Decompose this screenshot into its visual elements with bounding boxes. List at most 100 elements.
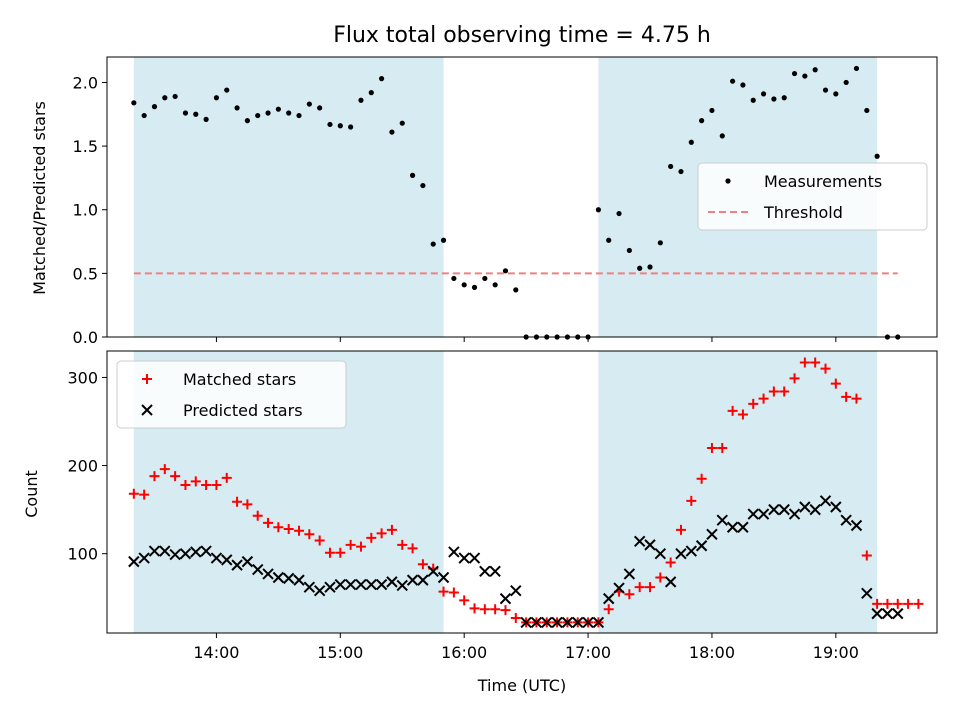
predicted-point	[313, 584, 326, 597]
measurement-point	[306, 101, 312, 107]
measurement-point	[430, 241, 436, 247]
predicted-point	[437, 571, 450, 584]
y-tick-label: 300	[67, 368, 98, 387]
measurement-point	[193, 111, 199, 117]
measurement-point	[781, 95, 787, 101]
x-tick-label: 16:00	[441, 643, 487, 662]
matched-point	[252, 510, 263, 521]
predicted-point	[840, 514, 852, 526]
measurement-point	[182, 110, 189, 116]
predicted-point	[757, 508, 770, 520]
predicted-point	[551, 616, 563, 629]
matched-point	[841, 391, 852, 402]
measurement-point	[626, 247, 632, 254]
measurement-point	[492, 282, 498, 288]
measurement-point	[275, 106, 281, 112]
count-panel: 100 200 300 14:00 15:00 16:00 17:00 18:00 19:00 M…	[67, 350, 938, 662]
predicted-point	[365, 578, 377, 591]
measurement-point	[348, 124, 354, 130]
predicted-point	[221, 554, 233, 566]
predicted-point	[695, 540, 708, 552]
x-axis-label: Time (UTC)	[477, 676, 566, 695]
legend-label: Matched stars	[183, 370, 296, 389]
legend-label: Threshold	[763, 203, 843, 222]
predicted-point	[344, 578, 357, 591]
matched-point	[500, 605, 511, 616]
matched-point	[706, 442, 717, 453]
predicted-point	[179, 547, 192, 560]
matched-point	[128, 488, 139, 499]
measurement-point	[740, 82, 746, 88]
measurement-point	[709, 107, 715, 114]
predicted-point	[788, 508, 801, 520]
matched-point	[490, 604, 501, 615]
measurement-point	[637, 265, 643, 271]
matched-point	[913, 598, 924, 609]
measurement-point	[420, 182, 426, 189]
matched-point	[469, 603, 480, 614]
predicted-point	[582, 616, 594, 629]
predicted-point	[530, 616, 543, 629]
matched-point	[294, 525, 305, 536]
matched-point	[283, 524, 294, 535]
predicted-point	[282, 572, 295, 585]
predicted-point	[768, 503, 780, 516]
measurement-point	[750, 97, 756, 103]
measurement-point	[265, 110, 271, 116]
predicted-point	[572, 616, 584, 629]
predicted-point	[231, 559, 243, 571]
predicted-point	[479, 565, 491, 578]
measurement-point	[874, 153, 880, 159]
predicted-point	[881, 607, 894, 620]
predicted-point	[830, 501, 842, 513]
measurement-point	[286, 110, 292, 116]
predicted-point	[406, 574, 419, 586]
x-tick-label: 17:00	[565, 643, 611, 662]
predicted-point	[664, 576, 677, 588]
measurement-point	[657, 240, 663, 246]
predicted-point	[499, 592, 512, 605]
matched-point	[810, 357, 821, 368]
predicted-point	[417, 574, 429, 586]
legend-label: Measurements	[764, 172, 882, 191]
matched-point	[417, 559, 428, 570]
matched-point	[510, 613, 521, 624]
matched-point	[335, 547, 346, 558]
matched-point	[397, 539, 408, 550]
predicted-point	[489, 565, 501, 578]
measurement-point	[595, 207, 601, 213]
predicted-point	[252, 563, 264, 576]
measurement-point	[668, 163, 674, 170]
matched-point	[634, 582, 645, 593]
measurement-point	[451, 275, 457, 282]
matched-point	[139, 489, 150, 500]
measurement-point	[389, 129, 395, 135]
predicted-point	[148, 545, 161, 557]
measurement-point	[337, 123, 343, 129]
predicted-point	[644, 539, 656, 551]
predicted-point	[592, 616, 605, 629]
predicted-point	[386, 576, 398, 588]
predicted-point	[747, 508, 759, 520]
x-tick-label: 19:00	[813, 643, 859, 662]
matched-point	[438, 586, 449, 597]
matched-point	[789, 373, 800, 384]
predicted-point	[427, 565, 439, 578]
predicted-point	[169, 548, 181, 561]
predicted-point	[272, 571, 285, 584]
matched-point	[665, 557, 676, 568]
matched-point	[758, 393, 769, 404]
predicted-point	[613, 582, 625, 594]
figure-title: Flux total observing time = 4.75 h	[333, 23, 711, 48]
predicted-point	[871, 607, 883, 620]
matched-point	[872, 598, 883, 609]
predicted-point	[355, 578, 367, 591]
predicted-point	[778, 503, 790, 516]
matched-point	[748, 398, 759, 409]
measurement-point	[606, 237, 612, 243]
matched-point	[170, 471, 181, 482]
matched-point	[201, 479, 212, 490]
measurement-point	[822, 87, 829, 93]
matched-point	[479, 604, 490, 615]
